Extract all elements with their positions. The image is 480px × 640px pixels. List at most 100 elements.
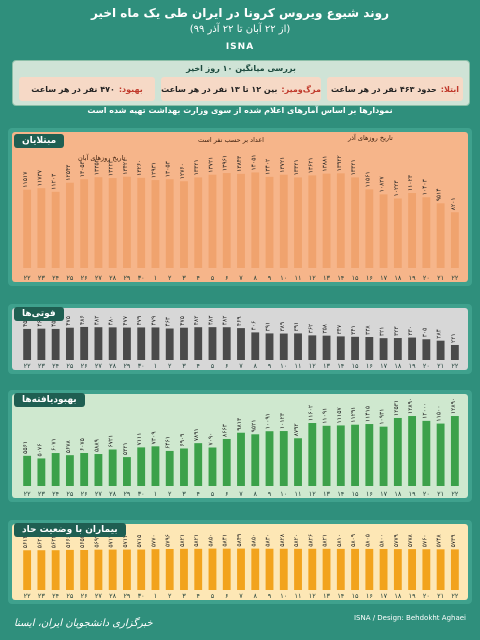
critical-tick-label: ۲۵	[66, 592, 73, 600]
infected-data-label: ۱۳۴۰۲	[265, 159, 272, 175]
recovered-tick-label: ۲۰	[423, 490, 430, 498]
deaths-bar	[450, 344, 459, 360]
infected-tick-label: ۲۰	[423, 274, 430, 282]
infected-data-label: ۱۳۸۸۱	[322, 155, 329, 171]
recovered-data-label: ۵۳۲۱	[122, 442, 129, 455]
deaths-chart-title: فوتی‌ها	[14, 307, 64, 321]
deaths-bar	[208, 327, 217, 360]
infected-tick-label: ۱۸	[394, 274, 401, 282]
critical-bar	[37, 550, 46, 590]
recovered-data-label: ۹۵۲۱	[250, 419, 257, 432]
critical-tick-label: ۱	[154, 592, 158, 600]
infected-bar	[265, 176, 274, 268]
critical-data-label: ۵۶۲۰	[36, 535, 43, 548]
deaths-bar	[222, 327, 231, 360]
deaths-bar	[279, 333, 288, 360]
recovered-bar	[65, 455, 74, 486]
deaths-bar	[165, 328, 174, 360]
recovered-tick-label: ۲۹	[123, 490, 130, 498]
critical-bar	[279, 548, 288, 590]
critical-bar	[51, 550, 60, 590]
infected-data-label: ۱۰۸۲۷	[379, 175, 386, 192]
infected-tick-label: ۱۳	[323, 274, 330, 282]
recovered-bar	[37, 458, 46, 486]
recovered-data-label: ۷۱۱۱	[136, 433, 143, 446]
infected-bar	[137, 177, 146, 268]
infected-data-label: ۱۳۰۵۳	[79, 160, 86, 177]
infected-chart: ۱۱۵۱۷۲۲۱۱۷۳۷۲۳۱۱۲۰۳۲۴۱۲۵۴۳۲۵۱۳۰۵۳۲۶۱۳۳۵۲…	[12, 132, 468, 282]
infected-data-label: ۱۰۴۰۳	[421, 178, 428, 195]
deaths-bar	[408, 337, 417, 360]
deaths-bar	[237, 328, 245, 360]
critical-bar	[365, 548, 374, 590]
deaths-data-label: ۳۰۵	[421, 328, 428, 338]
critical-data-label: ۵۸۲۱	[193, 534, 200, 547]
recovered-data-label: ۱۲۸۹۰	[450, 398, 457, 414]
recovered-tick-label: ۲	[168, 490, 172, 498]
deaths-data-label: ۴۷۵	[65, 316, 72, 326]
infected-tick-label: ۵	[211, 274, 215, 282]
infected-tick-label: ۸	[254, 274, 258, 282]
critical-tick-label: ۳۰	[138, 592, 145, 600]
deaths-chart: ۴۵۷۲۲۴۶۱۲۳۴۵۷۲۴۴۷۵۲۵۴۸۶۲۶۴۸۲۲۷۴۸۰۲۸۴۷۷۲۹…	[12, 308, 468, 370]
footer: خبرگزاری دانشجویان ایران، ایسنا ISNA / D…	[0, 612, 480, 640]
recovered-data-label: ۵۰۷۶	[36, 444, 43, 457]
recovered-bar	[137, 447, 146, 486]
infected-data-label: ۱۳۹۲۲	[336, 155, 343, 171]
recovered-bar	[379, 426, 388, 486]
deaths-tick-label: ۳	[182, 362, 186, 370]
recovered-bar	[279, 431, 288, 486]
infected-tick-label: ۲۳	[38, 274, 45, 282]
deaths-data-label: ۴۸۲	[222, 316, 229, 326]
infected-data-label: ۱۲۹۳۱	[150, 162, 157, 178]
critical-bar	[450, 549, 459, 590]
recovered-bar	[180, 448, 188, 486]
footer-design-credit: ISNA / Design: Behdokht Aghaei	[353, 614, 466, 622]
deaths-summary: مرگ‌ومیر: بین ۱۲ تا ۱۳ نفر در هر ساعت	[161, 77, 321, 101]
critical-tick-label: ۱۰	[280, 592, 287, 600]
critical-bar	[65, 549, 74, 590]
critical-data-label: ۵۸۲۸	[279, 533, 286, 547]
deaths-bar	[108, 327, 117, 360]
infected-bar	[123, 176, 131, 268]
deaths-data-label: ۳۲۳	[393, 326, 400, 336]
deaths-tick-label: ۲۳	[38, 362, 45, 370]
deaths-bar	[393, 338, 402, 360]
infected-data-label: ۱۳۳۵۲	[93, 159, 100, 175]
infected-tick-label: ۶	[225, 274, 229, 282]
critical-tick-label: ۱۲	[309, 592, 316, 600]
infected-data-label: ۹۵۱۴	[436, 188, 443, 201]
recovered-tick-label: ۱۰	[280, 490, 287, 498]
critical-bar	[436, 549, 445, 590]
critical-tick-label: ۷	[239, 592, 243, 600]
summary-title: بررسی میانگین ۱۰ روز اخیر	[186, 64, 296, 73]
critical-tick-label: ۹	[268, 592, 272, 600]
critical-tick-label: ۲۶	[81, 592, 88, 600]
critical-tick-label: ۱۱	[295, 592, 302, 600]
critical-tick-label: ۱۵	[352, 592, 359, 600]
infected-bar	[37, 188, 46, 268]
recovered-data-label: ۷۰۹۰	[207, 433, 214, 446]
infected-tick-label: ۷	[239, 274, 243, 282]
deaths-bar	[51, 328, 60, 360]
critical-bar	[194, 548, 203, 590]
recovered-label: بهبود:	[118, 84, 143, 94]
recovered-bar	[436, 423, 445, 486]
recovered-tick-label: ۲۷	[95, 490, 102, 498]
critical-bar	[336, 548, 345, 590]
recovered-bar	[308, 423, 317, 486]
annotation-azar-days: تاریخ روزهای آذر	[347, 133, 393, 142]
critical-tick-label: ۱۸	[394, 592, 401, 600]
deaths-data-label: ۳۹۱	[265, 322, 272, 332]
recovered-bar	[108, 449, 117, 486]
critical-data-label: ۵۶۱۴	[22, 535, 29, 548]
recovered-tick-label: ۱۵	[352, 490, 359, 498]
deaths-tick-label: ۳۰	[138, 362, 145, 370]
recovered-tick-label: ۲۸	[109, 490, 116, 498]
infected-data-label: ۱۳۴۲۱	[122, 159, 129, 175]
critical-data-label: ۵۸۲۱	[179, 534, 186, 547]
recovered-data-label: ۱۲۰۰۰	[421, 403, 428, 419]
infected-data-label: ۱۳۳۲۱	[350, 159, 357, 175]
critical-bar	[422, 549, 431, 590]
critical-bar	[123, 549, 131, 590]
